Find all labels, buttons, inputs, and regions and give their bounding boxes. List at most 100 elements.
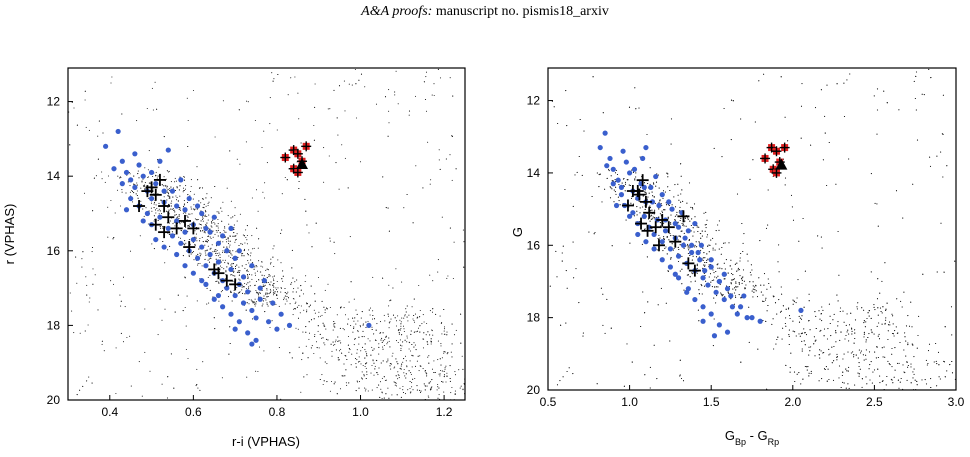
field-star-dot <box>373 333 375 335</box>
field-star-dot <box>891 347 893 350</box>
field-star-dot <box>451 386 453 389</box>
field-star-dot <box>178 189 180 191</box>
field-star-dot <box>165 178 167 180</box>
field-star-dot <box>748 306 750 308</box>
field-star-dot <box>555 250 557 252</box>
field-star-dot <box>323 306 325 308</box>
field-star-dot <box>808 300 810 302</box>
field-star-dot <box>198 223 200 225</box>
member-point <box>174 218 180 224</box>
field-star-dot <box>183 229 185 231</box>
field-star-dot <box>287 297 290 299</box>
field-star-dot <box>660 287 662 289</box>
field-star-dot <box>877 335 879 337</box>
field-star-dot <box>687 252 689 255</box>
field-star-dot <box>355 117 358 119</box>
field-star-dot <box>317 316 320 318</box>
field-star-dot <box>183 243 185 245</box>
field-star-dot <box>428 362 430 364</box>
field-star-dot <box>798 321 801 323</box>
field-star-dot <box>749 281 751 283</box>
field-star-dot <box>694 280 696 282</box>
field-star-dot <box>738 283 740 285</box>
field-star-dot <box>879 382 881 384</box>
field-star-dot <box>557 122 559 125</box>
field-star-dot <box>877 307 879 309</box>
field-star-dot <box>907 344 909 346</box>
field-star-dot <box>217 218 219 221</box>
field-star-dot <box>162 240 164 243</box>
field-star-dot <box>858 362 860 364</box>
field-star-dot <box>323 324 325 326</box>
field-star-dot <box>693 231 695 233</box>
field-star-dot <box>220 261 222 263</box>
field-star-dot <box>365 363 367 365</box>
field-star-dot <box>364 343 366 345</box>
field-star-dot <box>677 221 679 223</box>
field-star-dot <box>177 200 179 202</box>
field-star-dot <box>154 218 156 221</box>
field-star-dot <box>657 238 659 240</box>
field-star-dot <box>463 241 465 243</box>
field-star-dot <box>660 287 662 289</box>
field-star-dot <box>189 223 191 225</box>
field-star-dot <box>848 366 850 368</box>
field-star-dot <box>687 243 689 245</box>
field-star-dot <box>808 346 810 348</box>
field-star-dot <box>794 380 796 383</box>
member-point <box>245 289 251 295</box>
field-star-dot <box>833 360 835 362</box>
field-star-dot <box>153 207 155 209</box>
field-star-dot <box>840 331 842 333</box>
field-star-dot <box>84 99 86 101</box>
field-star-dot <box>167 204 170 206</box>
member-point <box>215 240 222 246</box>
field-star-dot <box>379 332 381 334</box>
field-star-dot <box>413 331 415 333</box>
field-star-dot <box>215 225 217 227</box>
field-star-dot <box>440 364 442 366</box>
field-star-dot <box>170 186 172 188</box>
field-star-dot <box>198 240 201 242</box>
field-star-dot <box>347 187 349 189</box>
field-star-dot <box>251 235 253 237</box>
field-star-dot <box>188 227 190 229</box>
field-star-dot <box>884 322 886 324</box>
field-star-dot <box>382 332 384 334</box>
field-star-dot <box>200 245 202 247</box>
field-star-dot <box>845 334 847 337</box>
field-star-dot <box>151 184 153 186</box>
field-star-dot <box>732 288 734 290</box>
field-star-dot <box>809 350 811 352</box>
field-star-dot <box>175 219 177 221</box>
field-star-dot <box>814 311 816 313</box>
field-star-dot <box>382 340 384 342</box>
field-star-dot <box>730 282 732 284</box>
field-star-dot <box>871 332 873 334</box>
field-star-dot <box>397 374 399 376</box>
field-star-dot <box>868 310 871 312</box>
field-star-dot <box>269 97 271 99</box>
field-star-dot <box>434 371 436 374</box>
field-star-dot <box>788 334 790 336</box>
field-star-dot <box>399 339 401 341</box>
field-star-dot <box>808 375 810 377</box>
field-star-dot <box>414 365 417 367</box>
field-star-dot <box>826 380 828 382</box>
field-star-dot <box>86 294 88 296</box>
field-star-dot <box>372 360 374 362</box>
field-star-dot <box>665 302 667 304</box>
field-star-dot <box>624 190 626 192</box>
field-star-dot <box>657 238 659 240</box>
field-star-dot <box>318 311 320 313</box>
field-star-dot <box>703 212 705 214</box>
field-star-dot <box>220 261 222 263</box>
field-star-dot <box>778 271 780 273</box>
field-star-dot <box>692 235 694 237</box>
field-star-dot <box>687 274 689 276</box>
field-star-dot <box>649 387 651 389</box>
field-star-dot <box>87 324 89 326</box>
field-star-dot <box>328 155 330 157</box>
field-star-dot <box>644 185 646 187</box>
field-star-dot <box>745 284 747 286</box>
